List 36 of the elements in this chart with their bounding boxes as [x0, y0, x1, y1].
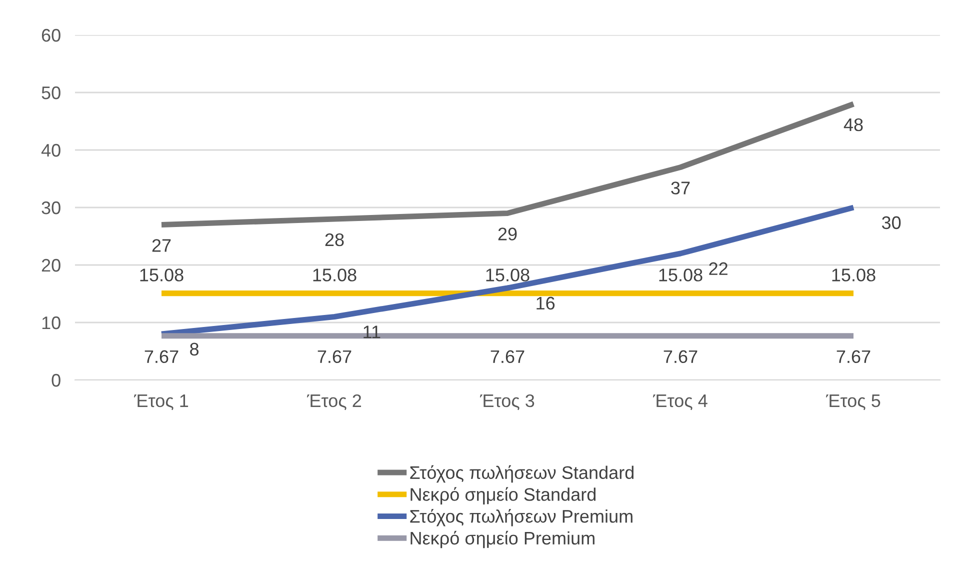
x-tick-label: Έτος 4: [652, 394, 708, 410]
x-tick-label: Έτος 2: [306, 394, 362, 410]
data-label: 7.67: [664, 350, 698, 364]
data-label: 7.67: [318, 350, 352, 364]
y-tick-label: 10: [42, 316, 60, 330]
data-label: 48: [844, 118, 863, 132]
data-label: 8: [190, 342, 199, 356]
data-label: 11: [364, 326, 380, 338]
data-label: 7.67: [144, 350, 178, 364]
legend-label: Στόχος πωλήσεων Premium: [410, 508, 632, 526]
legend-label: Στόχος πωλήσεων Standard: [410, 465, 634, 483]
y-tick-label: 20: [42, 258, 60, 272]
data-label: 15.08: [486, 268, 530, 282]
data-label: 7.67: [490, 350, 524, 364]
data-label: 15.08: [313, 268, 356, 282]
data-label: 28: [325, 233, 344, 246]
data-label: 27: [152, 239, 171, 252]
data-label: 30: [882, 216, 901, 230]
legend-label: Νεκρό σημείο Standard: [410, 487, 596, 504]
y-tick-label: 0: [52, 374, 60, 387]
data-label: 16: [536, 296, 555, 310]
data-label: 15.08: [832, 268, 876, 282]
y-tick-label: 50: [42, 86, 60, 100]
data-label: 29: [498, 228, 517, 240]
legend-label: Νεκρό σημείο Premium: [410, 530, 594, 548]
x-tick-label: Έτος 1: [134, 394, 188, 410]
y-tick-label: 30: [42, 201, 60, 214]
data-label: 22: [709, 262, 728, 275]
y-tick-label: 60: [42, 28, 60, 42]
data-label: 15.08: [659, 268, 702, 282]
data-label: 37: [671, 182, 690, 194]
data-label: 15.08: [140, 268, 184, 282]
x-tick-label: Έτος 5: [826, 394, 880, 410]
y-tick-label: 40: [41, 144, 60, 157]
data-label: 7.67: [836, 350, 870, 364]
x-tick-label: Έτος 3: [480, 394, 534, 410]
